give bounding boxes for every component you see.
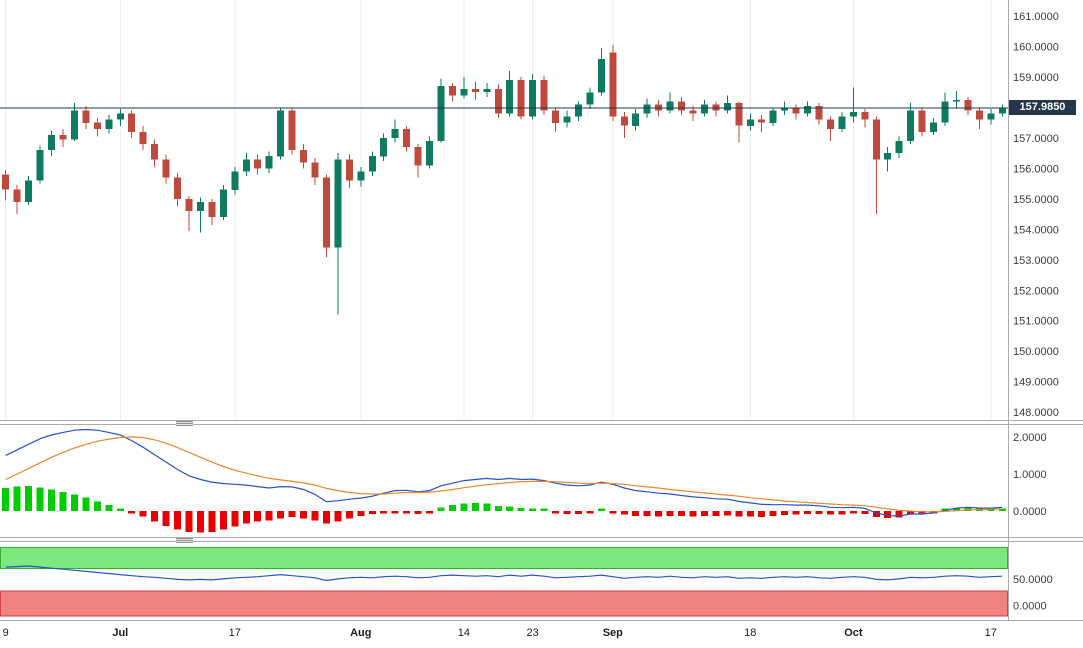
oscillator-panel[interactable]: 50.0000 0.0000	[0, 542, 1083, 620]
price-axis-divider	[1008, 0, 1009, 620]
svg-text:160.0000: 160.0000	[1013, 42, 1059, 54]
macd-line	[5, 428, 1003, 517]
svg-text:154.0000: 154.0000	[1013, 224, 1059, 236]
x-tick-label: 17	[984, 627, 997, 639]
oscillator-axis[interactable]: 50.0000 0.0000	[1013, 574, 1053, 613]
oversold-band	[0, 590, 1008, 617]
svg-text:0.0000: 0.0000	[1013, 506, 1047, 518]
svg-text:156.0000: 156.0000	[1013, 163, 1059, 175]
svg-text:150.0000: 150.0000	[1013, 346, 1059, 358]
svg-text:159.0000: 159.0000	[1013, 72, 1059, 84]
svg-text:161.0000: 161.0000	[1013, 11, 1059, 23]
panel-resize-handle-icon[interactable]	[176, 538, 193, 543]
x-tick-label: 9	[2, 627, 9, 639]
svg-text:157.0000: 157.0000	[1013, 133, 1059, 145]
x-tick-label: 18	[744, 627, 757, 639]
macd-chart[interactable]: 2.0000 1.0000 0.0000	[0, 425, 1083, 537]
x-tick-label: 23	[526, 627, 539, 639]
svg-text:153.0000: 153.0000	[1013, 255, 1059, 267]
x-tick-label: Oct	[844, 627, 863, 639]
current-price-badge: 157.9850	[1009, 100, 1076, 115]
x-tick-label: Sep	[602, 627, 623, 639]
svg-text:151.0000: 151.0000	[1013, 316, 1059, 328]
oscillator-chart[interactable]: 50.0000 0.0000	[0, 542, 1083, 620]
panel-separator	[0, 420, 1083, 426]
x-axis[interactable]: 9 Jul 17 Aug 14 23 Sep 18 Oct 17	[0, 620, 1083, 648]
candlestick-chart[interactable]: 161.0000160.0000159.0000158.0000157.0000…	[0, 0, 1083, 420]
overbought-band	[0, 546, 1008, 570]
panel-resize-handle-icon[interactable]	[176, 421, 193, 426]
svg-text:2.0000: 2.0000	[1013, 432, 1047, 444]
price-axis[interactable]: 161.0000160.0000159.0000158.0000157.0000…	[1013, 11, 1059, 419]
svg-text:50.0000: 50.0000	[1013, 574, 1053, 586]
svg-text:1.0000: 1.0000	[1013, 469, 1047, 481]
svg-text:0.0000: 0.0000	[1013, 601, 1047, 613]
x-tick-label: Aug	[350, 627, 372, 639]
macd-panel[interactable]: 2.0000 1.0000 0.0000	[0, 425, 1083, 537]
oscillator-line	[5, 565, 1003, 582]
macd-histogram	[2, 485, 1006, 533]
panel-separator	[0, 537, 1083, 543]
candles	[0, 0, 1008, 420]
svg-text:152.0000: 152.0000	[1013, 285, 1059, 297]
macd-signal-line	[5, 436, 1003, 513]
price-panel[interactable]: 161.0000160.0000159.0000158.0000157.0000…	[0, 0, 1083, 420]
svg-text:155.0000: 155.0000	[1013, 194, 1059, 206]
svg-text:148.0000: 148.0000	[1013, 407, 1059, 419]
macd-axis[interactable]: 2.0000 1.0000 0.0000	[1013, 432, 1047, 518]
svg-text:149.0000: 149.0000	[1013, 377, 1059, 389]
x-tick-label: Jul	[112, 627, 129, 639]
x-tick-label: 14	[457, 627, 471, 639]
x-tick-label: 17	[228, 627, 241, 639]
